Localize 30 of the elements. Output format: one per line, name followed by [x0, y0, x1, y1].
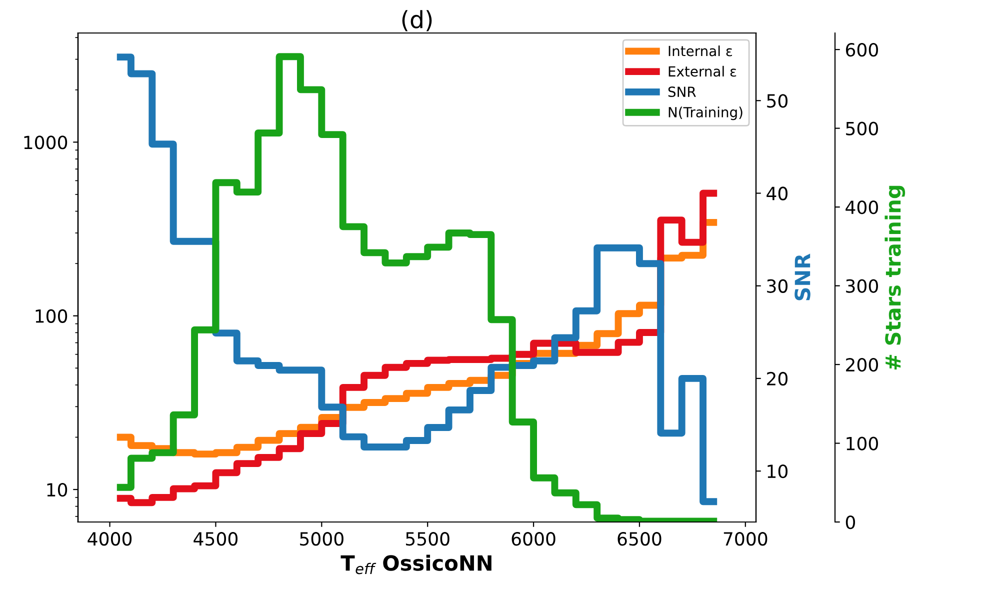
y-tick-label: 10 — [47, 482, 68, 497]
x-tick-label: 4500 — [194, 532, 238, 546]
chart-title: (d) — [402, 10, 432, 32]
y3-axis-title: # Stars training — [884, 186, 906, 370]
y3-tick-label: 600 — [846, 42, 878, 57]
legend-label: External ε — [668, 66, 736, 77]
legend-label: Internal ε — [668, 46, 732, 56]
y3-tick-label: 200 — [846, 358, 878, 372]
y3-tick-label: 400 — [846, 200, 878, 214]
y2-axis-title: SNR — [794, 254, 810, 300]
y3-tick-label: 300 — [846, 279, 878, 293]
x-tick-label: 6500 — [618, 532, 662, 546]
x-tick-label: 5500 — [406, 532, 450, 546]
x-axis-title: T$_{eff}$ OssicoNN — [340, 554, 492, 574]
x-tick-label: 4000 — [88, 532, 132, 546]
x-tick-label: 6000 — [512, 532, 556, 546]
legend-label: N(Training) — [668, 106, 742, 120]
y2-tick-label: 30 — [767, 279, 788, 293]
y-tick-label: 100 — [36, 309, 68, 323]
y2-tick-label: 10 — [768, 464, 788, 478]
y3-tick-label: 500 — [846, 122, 878, 136]
x-tick-label: 7000 — [724, 532, 768, 546]
y3-tick-label: 0 — [846, 515, 856, 530]
y3-tick-label: 100 — [846, 436, 878, 450]
y2-tick-label: 20 — [767, 372, 788, 386]
y2-tick-label: 50 — [767, 94, 788, 108]
legend-label: SNR — [668, 86, 696, 98]
y-tick-label: 1000 — [24, 136, 68, 150]
x-tick-label: 5000 — [300, 532, 344, 546]
y2-tick-label: 40 — [766, 186, 788, 200]
